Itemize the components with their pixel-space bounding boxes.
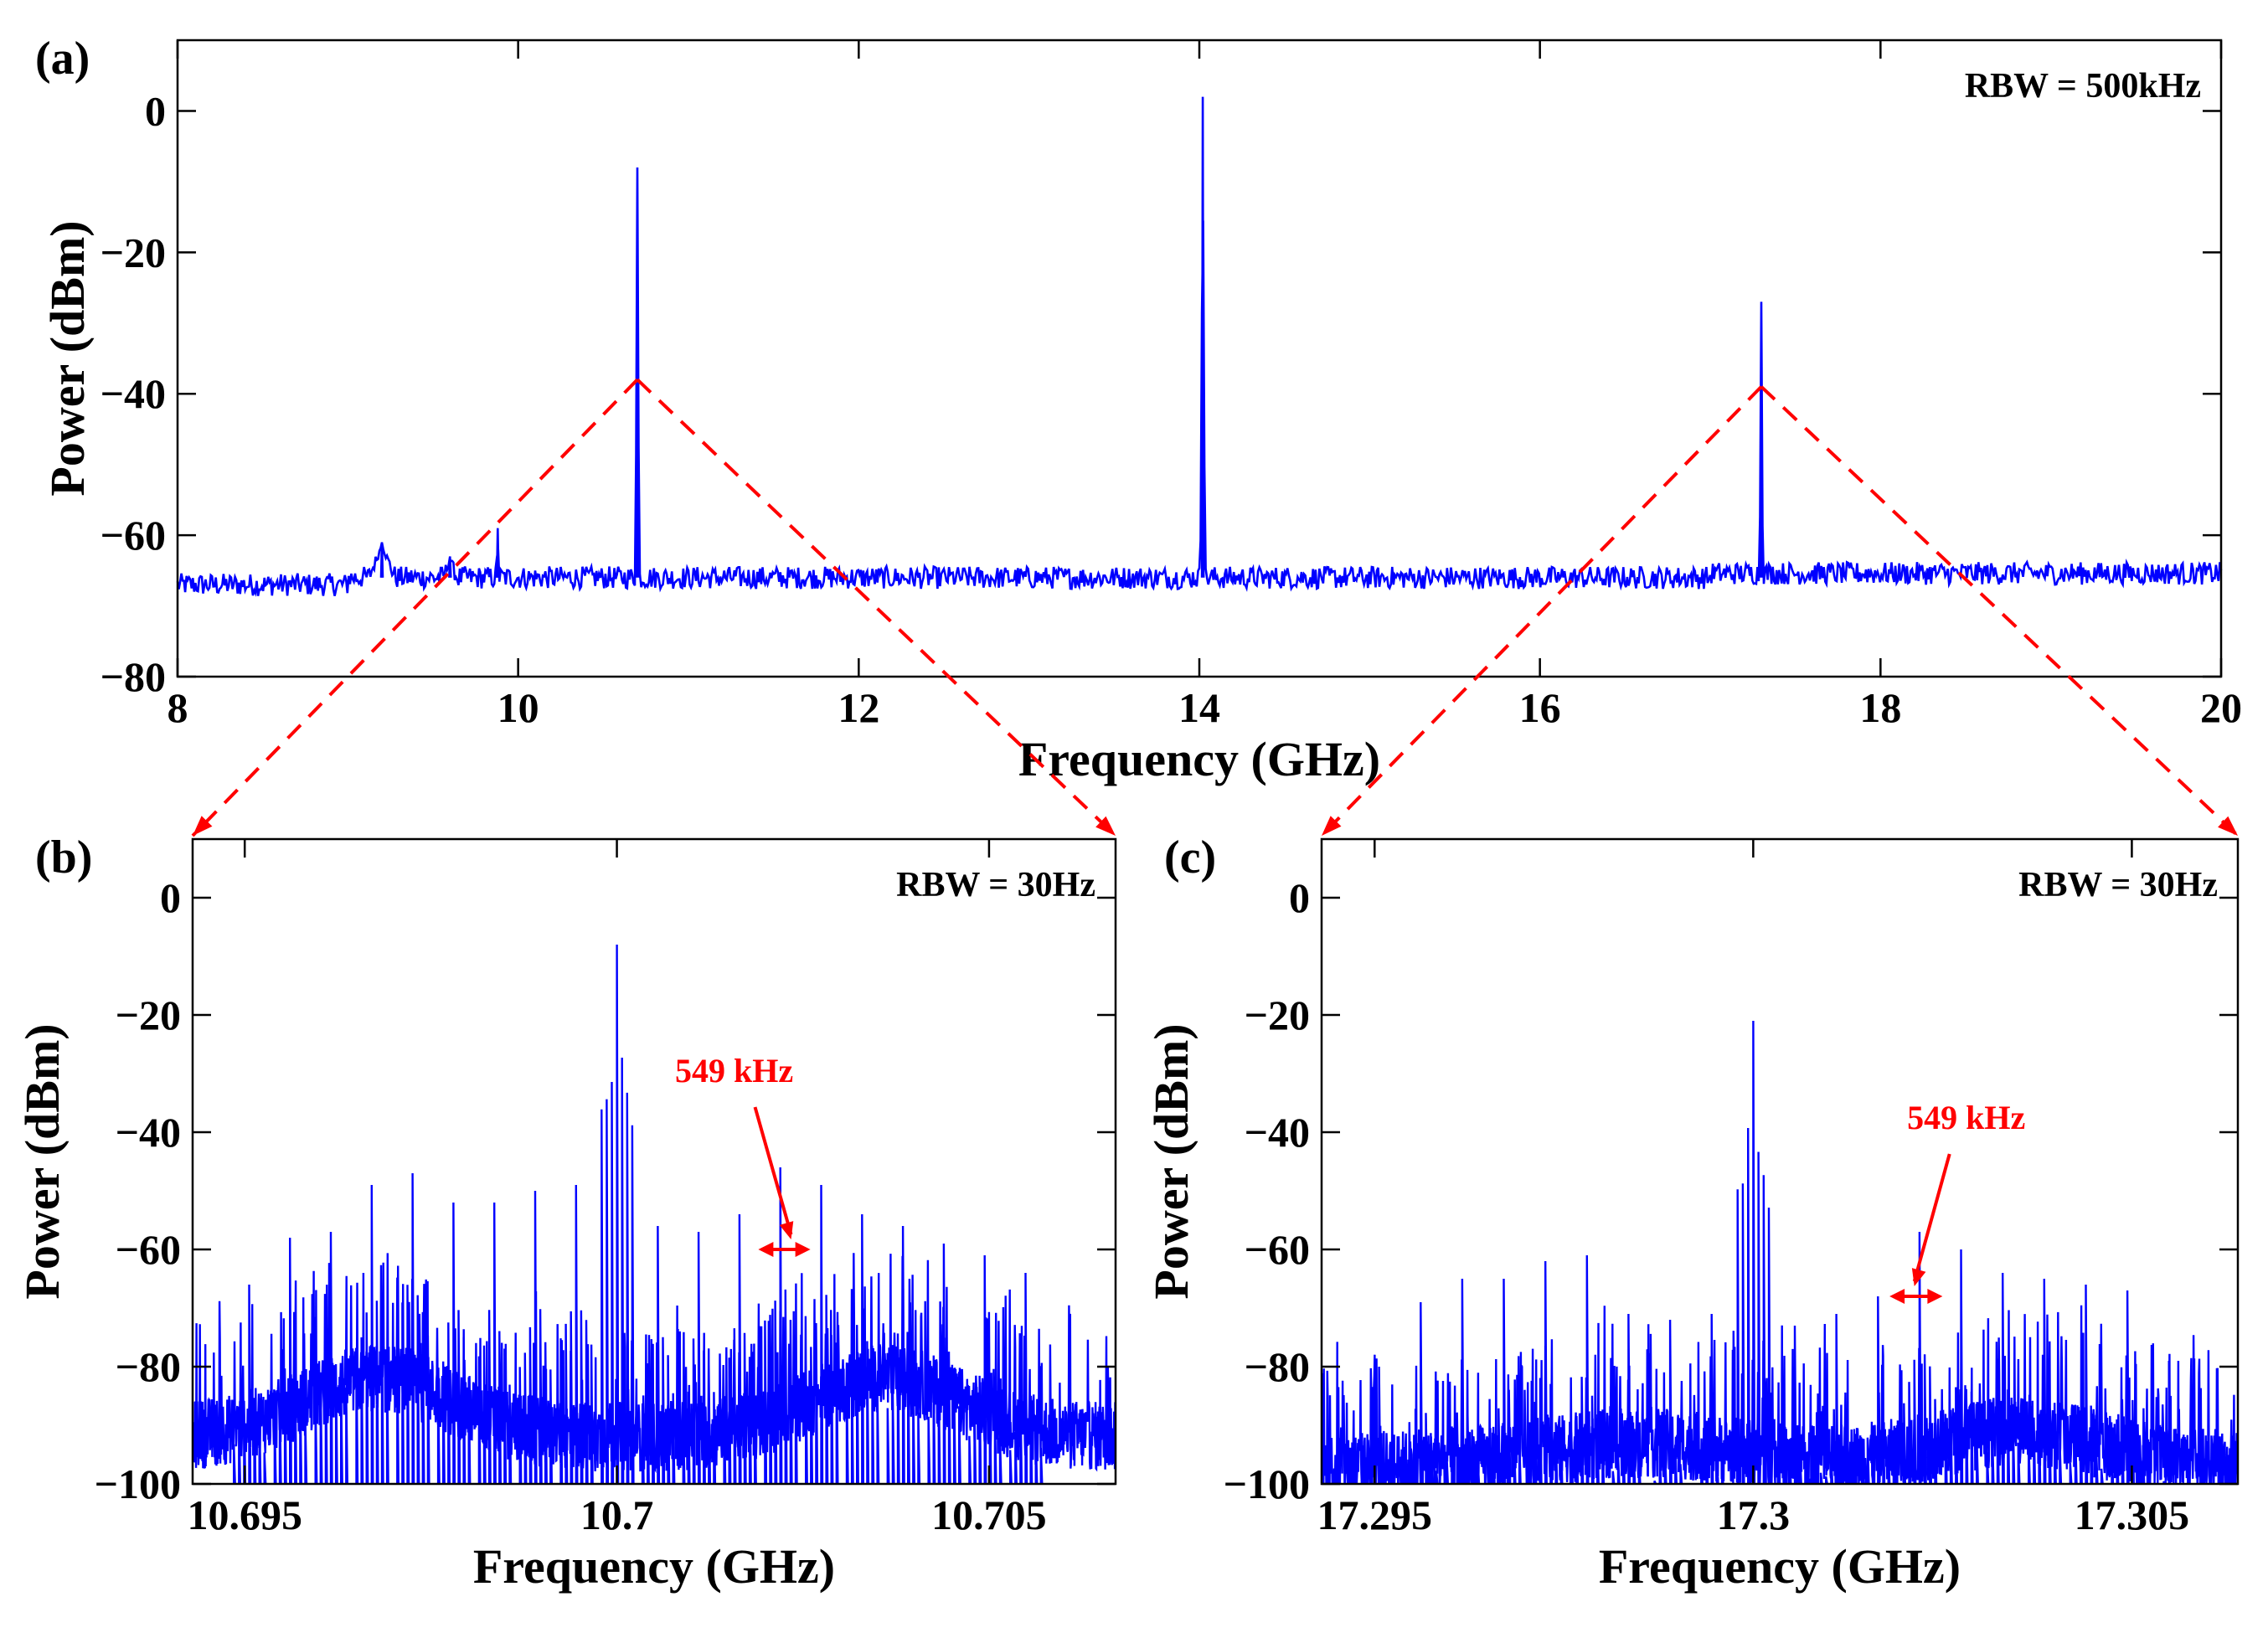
spectrum-trace-b <box>193 944 1116 1484</box>
y-tick-label: −100 <box>95 1460 182 1507</box>
x-tick-label: 10.695 <box>187 1491 302 1538</box>
y-tick-label: −80 <box>116 1343 182 1390</box>
x-tick-label: 12 <box>838 684 879 731</box>
rbw-annotation: RBW = 30Hz <box>896 866 1095 904</box>
y-tick-label: 0 <box>1289 874 1310 921</box>
zoom-arrow-head <box>2218 816 2238 836</box>
x-tick-label: 17.295 <box>1317 1491 1433 1538</box>
spacing-label: 549 kHz <box>675 1052 793 1089</box>
x-axis-label: Frequency (GHz) <box>1599 1539 1961 1594</box>
x-tick-label: 16 <box>1519 684 1561 731</box>
x-tick-label: 17.305 <box>2075 1491 2190 1538</box>
zoom-arrow-head <box>1095 816 1116 836</box>
label-pointer-head <box>779 1221 794 1239</box>
x-axis-label: Frequency (GHz) <box>1018 732 1380 786</box>
y-tick-label: 0 <box>160 874 181 921</box>
y-tick-label: −80 <box>101 653 167 700</box>
y-tick-label: −20 <box>116 992 182 1038</box>
zoom-dashed-line <box>1320 385 1763 837</box>
panel-label: (c) <box>1164 832 1216 883</box>
panel-label: (b) <box>35 832 92 883</box>
zoom-dashed-line <box>1760 385 2240 837</box>
x-tick-label: 10 <box>497 684 539 731</box>
y-tick-label: −40 <box>116 1109 182 1156</box>
plot-frame <box>1320 837 2240 1486</box>
x-tick-label: 18 <box>1859 684 1901 731</box>
spectrum-trace-c <box>1322 1020 2238 1484</box>
x-tick-label: 14 <box>1178 684 1220 731</box>
spacing-label: 549 kHz <box>1907 1099 2025 1136</box>
y-tick-label: −20 <box>101 229 167 276</box>
label-pointer-line <box>1912 1153 1951 1282</box>
zoom-connector-lines <box>191 378 2240 837</box>
spacing-arrow-head-left <box>1889 1289 1905 1304</box>
panel-label: (a) <box>35 33 90 85</box>
y-axis-label: Power (dBm) <box>15 1023 70 1299</box>
y-tick-label: −40 <box>101 370 167 417</box>
x-tick-label: 8 <box>168 684 188 731</box>
y-tick-label: 0 <box>145 87 166 134</box>
x-tick-label: 10.7 <box>580 1491 654 1538</box>
y-tick-label: −20 <box>1245 992 1311 1038</box>
label-pointer-head <box>1911 1268 1926 1286</box>
spacing-arrow-head-right <box>795 1242 811 1257</box>
zoom-arrow-head <box>1322 816 1342 836</box>
rbw-annotation: RBW = 30Hz <box>2018 866 2218 904</box>
x-tick-label: 20 <box>2200 684 2242 731</box>
chart-panel-c: 17.295 17.3 17.305 0 −20 −40 −60 −80 −100 Frequen… <box>1144 832 2240 1594</box>
y-tick-label: −100 <box>1224 1460 1311 1507</box>
x-tick-label: 17.3 <box>1717 1491 1791 1538</box>
spacing-arrow-head-left <box>758 1242 774 1257</box>
label-pointer-line <box>753 1106 793 1235</box>
chart-panel-a: 8 10 12 14 16 18 20 0 −20 −40 −60 −80 Frequency (GHz… <box>35 33 2242 786</box>
zoom-dashed-line <box>191 378 639 837</box>
y-tick-label: −60 <box>101 512 167 559</box>
x-axis-label: Frequency (GHz) <box>473 1539 835 1594</box>
zoom-dashed-line <box>636 378 1117 837</box>
y-tick-label: −40 <box>1245 1109 1311 1156</box>
y-tick-label: −80 <box>1245 1343 1311 1390</box>
zoom-arrow-head <box>193 816 213 836</box>
spectrum-trace-a <box>176 96 2223 597</box>
y-tick-label: −60 <box>1245 1226 1311 1273</box>
x-tick-label: 10.705 <box>931 1491 1047 1538</box>
plot-frame <box>191 837 1117 1486</box>
y-axis-label: Power (dBm) <box>1144 1023 1198 1299</box>
chart-panel-b: 10.695 10.7 10.705 0 −20 −40 −60 −80 −100 Frequen… <box>15 832 1117 1594</box>
y-axis-label: Power (dBm) <box>40 220 95 496</box>
rbw-annotation: RBW = 500kHz <box>1965 67 2201 106</box>
y-tick-label: −60 <box>116 1226 182 1273</box>
spacing-arrow-head-right <box>1927 1289 1943 1304</box>
